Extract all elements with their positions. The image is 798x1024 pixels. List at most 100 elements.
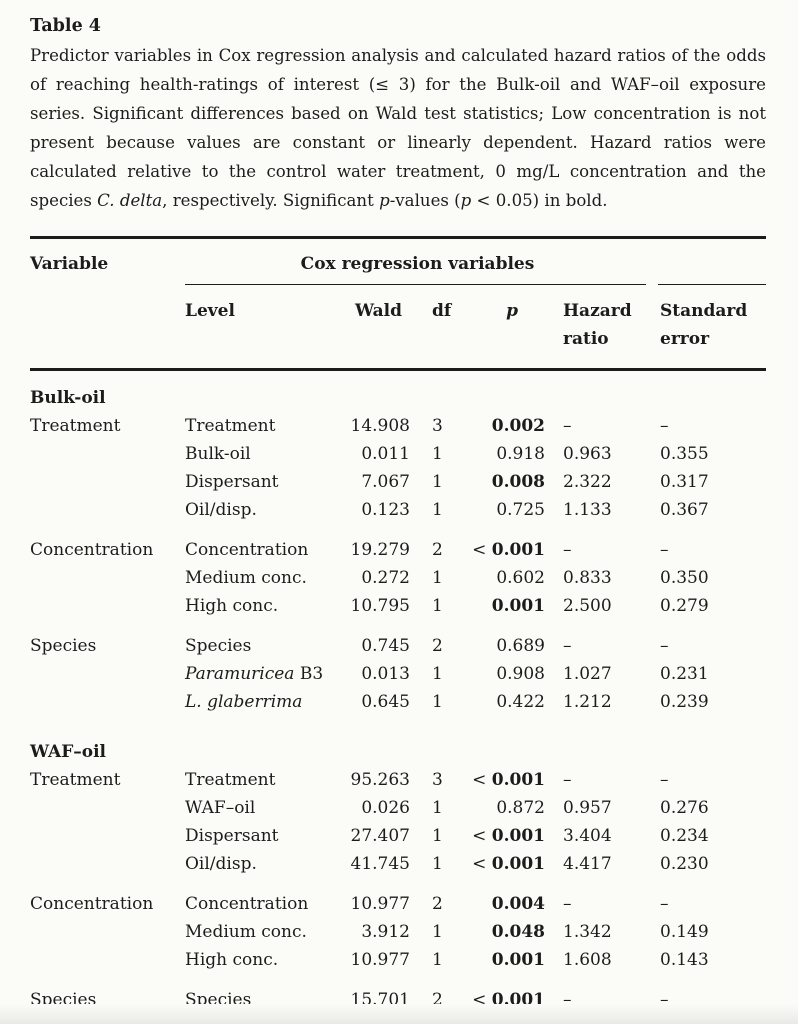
- cell-wald: 0.745: [361, 635, 410, 656]
- cell-wald: 3.912: [361, 921, 410, 942]
- cell-p: 0.725: [496, 499, 545, 520]
- cell-wald: 0.272: [361, 567, 410, 588]
- cell-wald: 0.026: [361, 797, 410, 818]
- cell-df: 1: [432, 567, 443, 588]
- table-row: Dispersant 27.407 1 < 0.001 3.404 0.234: [30, 822, 766, 850]
- cell-hazard-ratio: –: [563, 989, 572, 1010]
- p-value: 0.001: [491, 825, 545, 846]
- cell-df: 1: [432, 595, 443, 616]
- cell-wald: 95.263: [350, 769, 410, 790]
- cell-level: L. glaberrima: [185, 688, 332, 716]
- level-text: Concentration: [185, 539, 309, 560]
- caption-part: < 0.05) in bold.: [471, 191, 608, 210]
- cell-wald: 0.123: [361, 499, 410, 520]
- caption-part: -values (: [389, 191, 461, 210]
- cell-level: Dispersant: [185, 468, 332, 496]
- caption-part: p: [460, 191, 472, 210]
- level-text: Oil/disp.: [185, 853, 257, 874]
- cell-level: Medium conc.: [185, 918, 332, 946]
- table-body: Bulk-oil Treatment Treatment 14.908 3 0.002– –…: [30, 384, 766, 1024]
- cell-level: Bulk-oil: [185, 440, 332, 468]
- cell-hazard-ratio: –: [563, 635, 572, 656]
- table-row: L. glaberrima 0.645 1 0.422 1.212 0.239: [30, 688, 766, 716]
- cell-wald: 41.745: [350, 853, 410, 874]
- cell-standard-error: –: [660, 415, 669, 436]
- cell-wald: 7.067: [361, 471, 410, 492]
- level-text: L. glaberrima: [185, 691, 303, 712]
- cell-variable: Species: [30, 635, 97, 656]
- col-header-wald: Wald: [355, 301, 402, 321]
- cell-level: Treatment: [185, 766, 332, 794]
- cell-df: 1: [432, 949, 443, 970]
- level-text: High conc.: [185, 949, 279, 970]
- cell-df: 1: [432, 443, 443, 464]
- level-text: Medium conc.: [185, 921, 307, 942]
- table-row: Species Species 0.745 2 0.689– –: [30, 632, 766, 660]
- table-row: Oil/disp. 0.123 1 0.725 1.133 0.367: [30, 496, 766, 524]
- variable-group: Treatment Treatment 95.263 3 < 0.001– – WAF–oi…: [30, 766, 766, 878]
- table-row: Bulk-oil 0.011 1 0.918 0.963 0.355: [30, 440, 766, 468]
- cell-hazard-ratio: 3.404: [563, 825, 612, 846]
- less-than-sign: <: [472, 769, 492, 790]
- cell-hazard-ratio: 0.957: [563, 797, 612, 818]
- cell-standard-error: 0.350: [660, 567, 709, 588]
- cell-df: 1: [432, 691, 443, 712]
- level-text: Treatment: [185, 415, 276, 436]
- cell-level: Species: [185, 632, 332, 660]
- table-row: Concentration Concentration 10.977 2 0.004– –: [30, 890, 766, 918]
- cell-hazard-ratio: 1.212: [563, 691, 612, 712]
- table-row: Medium conc. 0.272 1 0.602 0.833 0.350: [30, 564, 766, 592]
- cell-standard-error: 0.279: [660, 595, 709, 616]
- cell-variable: Treatment: [30, 415, 121, 436]
- caption-part: , respectively. Significant: [162, 191, 380, 210]
- table-row: Medium conc. 3.912 1 0.048 1.342 0.149: [30, 918, 766, 946]
- cell-standard-error: 0.276: [660, 797, 709, 818]
- cell-hazard-ratio: 2.322: [563, 471, 612, 492]
- section-title: WAF–oil: [30, 741, 107, 762]
- cell-df: 1: [432, 797, 443, 818]
- caption-part: p: [379, 191, 390, 210]
- col-header-spanner: Cox regression variables: [300, 253, 535, 274]
- cell-standard-error: 0.149: [660, 921, 709, 942]
- cell-hazard-ratio: 2.500: [563, 595, 612, 616]
- cell-p: 0.602: [496, 567, 545, 588]
- cell-hazard-ratio: –: [563, 893, 572, 914]
- cell-standard-error: 0.367: [660, 499, 709, 520]
- cell-df: 1: [432, 921, 443, 942]
- cell-hazard-ratio: 0.963: [563, 443, 612, 464]
- cell-p: 0.872: [496, 797, 545, 818]
- level-text: Species: [185, 635, 252, 656]
- spanner-rules-row: [30, 283, 766, 285]
- cell-wald: 0.011: [361, 443, 410, 464]
- cell-p: < 0.001: [470, 536, 545, 564]
- table-row: Treatment Treatment 95.263 3 < 0.001– –: [30, 766, 766, 794]
- cell-wald: 0.645: [361, 691, 410, 712]
- p-value: 0.001: [491, 853, 545, 874]
- cell-level: High conc.: [185, 946, 332, 974]
- variable-group: Concentration Concentration 19.279 2 < 0.001…: [30, 536, 766, 620]
- cell-level: Oil/disp.: [185, 496, 332, 524]
- cell-standard-error: 0.143: [660, 949, 709, 970]
- cell-level: Dispersant: [185, 822, 332, 850]
- table-caption: Predictor variables in Cox regression an…: [30, 41, 766, 215]
- table-row: Concentration Concentration 19.279 2 < 0.001…: [30, 536, 766, 564]
- cell-hazard-ratio: 1.342: [563, 921, 612, 942]
- cell-wald: 19.279: [350, 539, 410, 560]
- cell-variable: Concentration: [30, 539, 154, 560]
- cell-standard-error: –: [660, 989, 669, 1010]
- less-than-sign: <: [472, 539, 492, 560]
- table-section: WAF–oil Treatment Treatment 95.263 3 < 0.001–…: [30, 738, 766, 1024]
- cell-standard-error: –: [660, 769, 669, 790]
- cell-hazard-ratio: –: [563, 539, 572, 560]
- level-text: Dispersant: [185, 471, 279, 492]
- cell-hazard-ratio: 1.027: [563, 663, 612, 684]
- cell-wald: 14.908: [350, 415, 410, 436]
- table-row: WAF–oil 0.026 1 0.872 0.957 0.276: [30, 794, 766, 822]
- cell-wald: 10.977: [350, 893, 410, 914]
- cell-df: 2: [432, 893, 443, 914]
- cell-p: 0.048: [491, 921, 545, 942]
- table-header-row-1: Variable Cox regression variables: [30, 239, 766, 284]
- cell-standard-error: 0.230: [660, 853, 709, 874]
- table-row: Dispersant 7.067 1 0.008 2.322 0.317: [30, 468, 766, 496]
- cell-wald: 27.407: [350, 825, 410, 846]
